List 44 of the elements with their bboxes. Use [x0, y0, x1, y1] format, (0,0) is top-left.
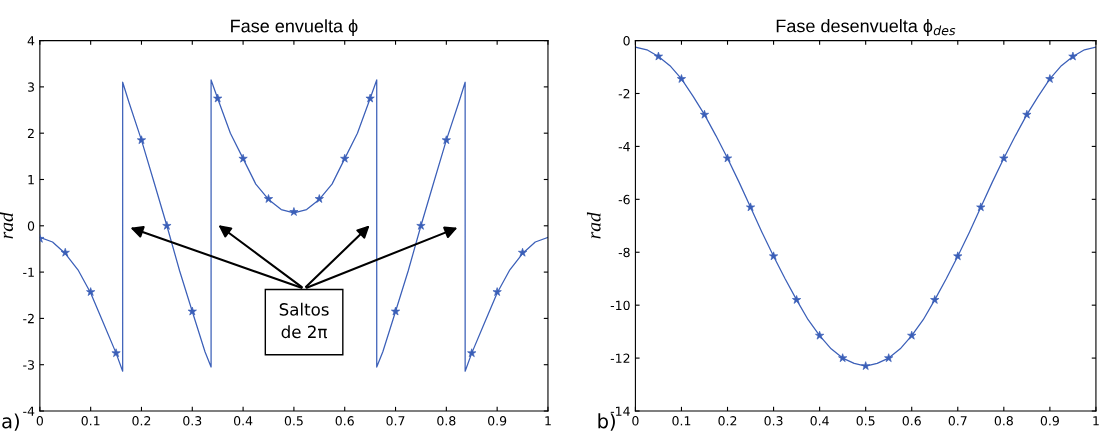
y-tick-label: -6 [618, 194, 630, 205]
chart-title: Fase envuelta ϕ [231, 19, 358, 36]
x-tick-label: 0.3 [764, 416, 783, 426]
x-tick-label: 0.3 [183, 416, 202, 426]
x-tick-label: 0 [632, 416, 639, 426]
x-tick-label: 0.1 [672, 416, 691, 426]
x-tick-label: 0.9 [488, 416, 507, 426]
x-tick-label: 0 [36, 416, 43, 426]
x-tick-label: 0.7 [386, 416, 405, 426]
x-tick-label: 0.6 [335, 416, 354, 426]
y-tick-label: -10 [610, 300, 630, 311]
x-tick-label: 0.7 [948, 416, 967, 426]
y-tick-label: -2 [618, 88, 630, 99]
y-tick-label: -2 [23, 313, 34, 324]
y-tick-label: 3 [27, 82, 34, 92]
x-tick-label: 0.5 [856, 416, 875, 426]
y-axis-title: rad [0, 212, 14, 239]
y-tick-label: -4 [618, 142, 630, 152]
y-tick-label: 0 [623, 36, 630, 46]
y-tick-label: -3 [23, 360, 34, 370]
y-tick-label: -12 [610, 353, 630, 363]
annotation: Saltos de 2π [279, 302, 329, 339]
x-tick-label: 0.8 [437, 416, 456, 426]
y-tick-label: 4 [27, 36, 35, 46]
x-tick-label: 0.2 [718, 416, 737, 426]
chart-title: Fase desenvuelta ϕ$_{des}$ [776, 19, 956, 36]
text: a) [2, 413, 19, 431]
x-tick-label: 1 [545, 416, 551, 426]
y-tick-label: -8 [618, 247, 630, 258]
x-tick-label: 0.9 [1040, 416, 1059, 426]
y-tick-label: 0 [27, 221, 35, 231]
y-tick-label: 1 [28, 175, 34, 185]
x-tick-label: 0.1 [81, 416, 100, 426]
y-tick-label: -4 [23, 406, 35, 416]
x-tick-label: 1 [1093, 416, 1099, 426]
y-tick-label: 2 [27, 128, 34, 138]
y-tick-label: -1 [23, 267, 34, 277]
x-tick-label: 0.6 [902, 416, 921, 426]
y-axis-title: rad [586, 212, 601, 239]
x-tick-label: 0.4 [810, 416, 829, 426]
x-tick-label: 0.8 [994, 416, 1013, 426]
x-tick-label: 0.2 [132, 416, 151, 426]
x-tick-label: 0.5 [284, 416, 303, 426]
x-tick-label: 0.4 [233, 416, 253, 426]
